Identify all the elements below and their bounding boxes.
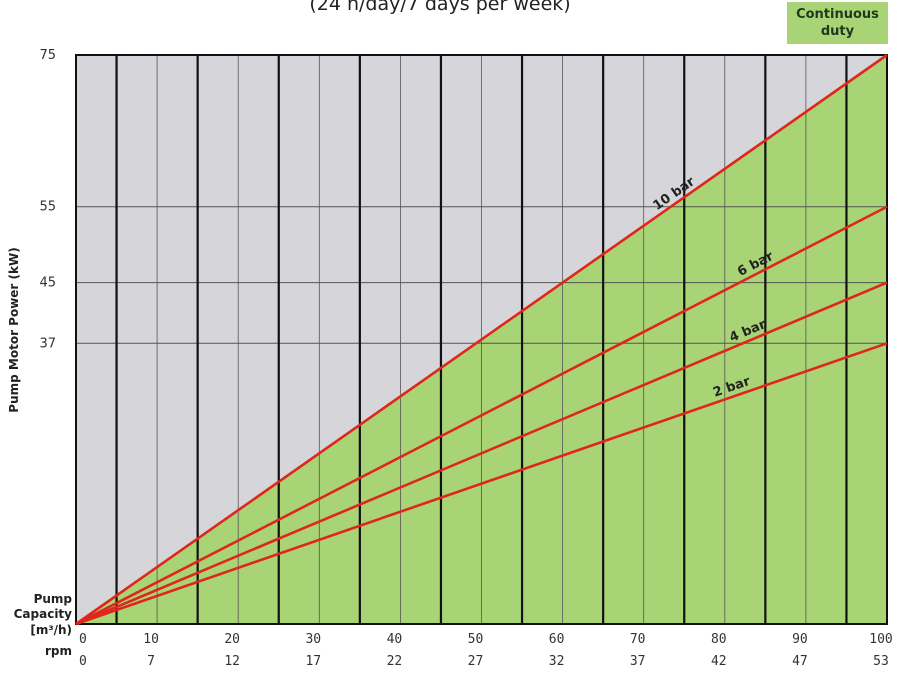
series-line-4-bar	[75, 281, 888, 626]
x-rpm-tick-12: 12	[224, 654, 240, 669]
x-capacity-tick-100: 100	[869, 632, 892, 647]
x-rpm-tick-42: 42	[711, 654, 727, 669]
x-capacity-tick-80: 80	[711, 632, 727, 647]
x-capacity-tick-30: 30	[305, 632, 321, 647]
y-tick-45: 45	[39, 276, 56, 291]
y-tick-75: 75	[39, 48, 56, 63]
x-capacity-tick-10: 10	[143, 632, 159, 647]
legend-continuous-duty: Continuous duty	[787, 2, 888, 44]
x-capacity-tick-40: 40	[387, 632, 403, 647]
chart-subtitle: (24 h/day/7 days per week)	[309, 0, 570, 15]
x-rpm-tick-47: 47	[792, 654, 808, 669]
x-rpm-tick-32: 32	[549, 654, 565, 669]
y-tick-37: 37	[39, 336, 56, 351]
x-rpm-tick-37: 37	[630, 654, 646, 669]
x-rpm-tick-22: 22	[387, 654, 403, 669]
plot-frame	[75, 54, 888, 625]
x-rpm-tick-27: 27	[468, 654, 484, 669]
y-axis-title: Pump Motor Power (kW)	[7, 247, 21, 412]
x-rpm-tick-53: 53	[873, 654, 889, 669]
x-row-label-2: [m³/h)	[30, 623, 72, 637]
x-capacity-tick-0: 0	[79, 632, 87, 647]
x-capacity-tick-20: 20	[224, 632, 240, 647]
x-rpm-tick-7: 7	[147, 654, 155, 669]
x-row-label-0: Pump	[34, 592, 73, 606]
x-row-label-3: rpm	[45, 644, 72, 658]
series-line-10-bar	[75, 53, 888, 626]
legend-line1: Continuous	[796, 7, 879, 22]
x-row-label-1: Capacity	[14, 607, 73, 621]
x-capacity-tick-50: 50	[468, 632, 484, 647]
x-rpm-tick-17: 17	[305, 654, 321, 669]
series-line-2-bar	[75, 342, 888, 626]
y-tick-55: 55	[39, 200, 56, 215]
x-rpm-tick-0: 0	[79, 654, 87, 669]
x-capacity-tick-90: 90	[792, 632, 808, 647]
legend-line2: duty	[820, 24, 855, 39]
x-capacity-tick-70: 70	[630, 632, 646, 647]
series-line-6-bar	[75, 205, 888, 626]
x-capacity-tick-60: 60	[549, 632, 565, 647]
